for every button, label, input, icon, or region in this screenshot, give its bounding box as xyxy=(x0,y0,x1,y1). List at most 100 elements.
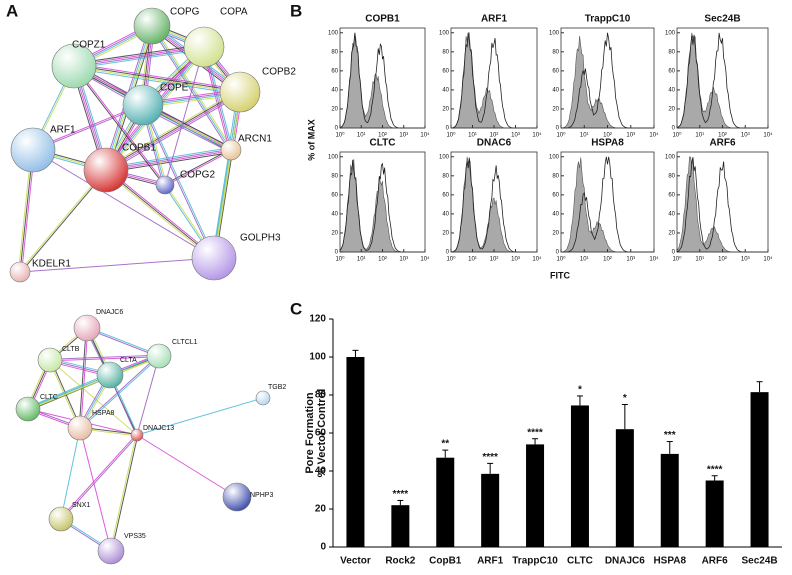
y-tick-label: 0 xyxy=(672,126,676,132)
edge xyxy=(150,26,231,152)
y-tick-label: 80 xyxy=(315,390,327,401)
node xyxy=(220,139,242,161)
y-tick-label: 100 xyxy=(328,30,339,36)
edge xyxy=(74,63,241,91)
edge xyxy=(74,65,167,185)
node-label: CLTB xyxy=(62,346,80,353)
x-tick-label: HSPA8 xyxy=(653,556,686,567)
x-tick-label: DNAJC6 xyxy=(605,556,645,567)
y-tick-label: 0 xyxy=(556,126,560,132)
y-tick-label: 100 xyxy=(309,352,326,363)
edge xyxy=(143,104,216,258)
node xyxy=(146,343,172,369)
edge xyxy=(19,257,215,273)
y-tick-label: 60 xyxy=(552,192,559,198)
node-label: HSPA8 xyxy=(92,410,115,417)
node-label: COPG xyxy=(170,7,200,18)
x-tick-label: 10³ xyxy=(741,133,750,139)
edge xyxy=(136,397,264,436)
node-label: CLTCL1 xyxy=(172,339,198,346)
y-tick-label: 60 xyxy=(315,428,327,439)
edge xyxy=(109,434,137,551)
y-tick-label: 20 xyxy=(331,231,338,237)
y-tick-label: 80 xyxy=(668,173,675,179)
edge xyxy=(151,25,232,151)
panel-title: COPB1 xyxy=(365,14,400,25)
edge xyxy=(60,427,81,520)
y-tick-label: 60 xyxy=(668,192,675,198)
x-tick-label: 10² xyxy=(490,133,499,139)
edge xyxy=(73,66,240,94)
node-label: COPE xyxy=(160,83,189,94)
node-label: COPZ1 xyxy=(72,40,106,51)
x-tick-label: 10⁴ xyxy=(763,132,773,139)
y-tick-label: 60 xyxy=(442,68,449,74)
edge xyxy=(73,67,240,95)
edge xyxy=(141,105,214,259)
x-tick-label: 10³ xyxy=(399,133,408,139)
edge xyxy=(27,354,159,409)
x-tick-label: 10¹ xyxy=(357,133,366,139)
histogram-control xyxy=(560,157,654,253)
y-tick-label: 40 xyxy=(552,211,559,217)
y-tick-label: 0 xyxy=(335,126,339,132)
node-label: COPB2 xyxy=(262,67,296,78)
node xyxy=(191,235,237,281)
node-label: NPHP3 xyxy=(250,492,273,499)
x-tick-label: 10¹ xyxy=(468,133,477,139)
x-tick-label: 10³ xyxy=(511,133,520,139)
bar xyxy=(750,392,769,547)
significance: ** xyxy=(441,439,449,450)
edge xyxy=(106,93,242,173)
edge xyxy=(78,327,87,428)
y-tick-label: 80 xyxy=(552,173,559,179)
edge xyxy=(49,354,159,360)
node xyxy=(9,261,31,283)
histogram-control xyxy=(450,32,537,129)
y-tick-label: 40 xyxy=(315,466,327,477)
y-tick-label: 0 xyxy=(556,250,560,256)
x-tick-label: 10¹ xyxy=(580,257,589,263)
edge xyxy=(72,66,165,186)
y-tick-label: 80 xyxy=(668,49,675,55)
x-tick-label: 10⁴ xyxy=(420,132,430,139)
y-tick-label: 100 xyxy=(549,154,560,160)
node xyxy=(37,347,63,373)
x-tick-label: 10⁴ xyxy=(763,256,773,263)
x-tick-label: 10³ xyxy=(626,257,635,263)
y-tick-label: 80 xyxy=(442,173,449,179)
panel-label: B xyxy=(290,1,302,20)
flow-panels: COPB1 0 20 40 60 80 100 10⁰ 10¹ 10² 10³ 10⁴ ARF1 0 20 4… xyxy=(306,14,773,281)
edge xyxy=(164,46,205,186)
panel-label: A xyxy=(6,1,18,20)
node xyxy=(183,26,225,68)
histogram-control xyxy=(676,156,768,253)
x-tick-label: CopB1 xyxy=(429,556,462,567)
edge xyxy=(104,89,240,169)
bar xyxy=(705,480,724,547)
y-tick-label: 100 xyxy=(328,154,339,160)
x-tick-label: ARF6 xyxy=(702,556,729,567)
y-tick-label: 120 xyxy=(309,314,326,325)
x-tick-label: 10⁰ xyxy=(335,132,345,139)
x-tick-label: 10⁴ xyxy=(420,256,430,263)
x-tick-label: 10³ xyxy=(626,133,635,139)
x-tick-label: 10⁴ xyxy=(532,256,542,263)
y-tick-label: 40 xyxy=(442,87,449,93)
y-tick-label: 60 xyxy=(668,68,675,74)
bar xyxy=(391,505,410,547)
y-tick-label: 0 xyxy=(446,250,450,256)
node xyxy=(222,482,252,512)
x-tick-label: 10³ xyxy=(511,257,520,263)
x-tick-label: 10³ xyxy=(741,257,750,263)
x-tick-label: 10² xyxy=(718,133,727,139)
panel-title: Sec24B xyxy=(704,14,740,25)
significance: **** xyxy=(707,464,723,475)
x-axis-label: FITC xyxy=(550,270,570,280)
node-label: VPS35 xyxy=(124,533,146,540)
y-tick-label: 100 xyxy=(439,154,450,160)
y-axis-label: % of MAX xyxy=(306,119,316,161)
edge xyxy=(80,356,160,429)
node-label: GOLPH3 xyxy=(240,233,281,244)
node xyxy=(97,537,125,565)
